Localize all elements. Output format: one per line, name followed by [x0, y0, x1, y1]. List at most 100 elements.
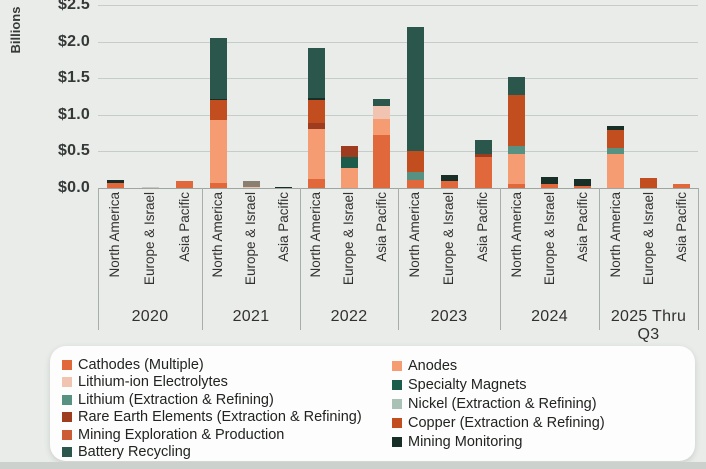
stacked-bar: [640, 177, 657, 188]
bar-segment: [307, 129, 325, 180]
stacked-bar: [508, 77, 525, 188]
legend-swatch: [62, 394, 72, 405]
bar-segment: [406, 171, 424, 180]
y-axis-tick: $0.5: [58, 142, 90, 160]
legend-item: Battery Recycling: [62, 444, 392, 462]
bar-segment: [508, 153, 525, 184]
bar-segment: [209, 182, 227, 188]
bar-segment: [307, 97, 325, 101]
legend-label: Mining Monitoring: [408, 433, 523, 450]
stacked-bar: [574, 178, 591, 188]
legend-swatch: [392, 436, 402, 447]
bar-segment: [607, 154, 624, 188]
bar-segment: [541, 183, 558, 188]
legend-item: Copper (Extraction & Refining): [392, 413, 695, 432]
bar-segment: [440, 180, 458, 188]
bar-segment: [373, 135, 391, 188]
group-separator: [599, 188, 600, 330]
bar-segment: [607, 130, 624, 149]
plot-area: [98, 5, 698, 189]
legend-swatch: [62, 377, 72, 388]
region-label: Asia Pacific: [475, 192, 490, 262]
legend-item: Mining Exploration & Production: [62, 426, 392, 444]
bar-segment: [373, 98, 391, 107]
bar-segment: [209, 119, 227, 183]
legend-swatch: [62, 359, 72, 370]
bar-segment: [176, 180, 194, 188]
year-label: 2023: [430, 308, 468, 325]
y-axis-title: Billions: [8, 6, 23, 54]
legend-item: Anodes: [392, 356, 695, 375]
bar-segment: [474, 140, 492, 154]
legend-label: Rare Earth Elements (Extraction & Refini…: [78, 409, 362, 426]
bar-segment: [106, 182, 124, 188]
year-label: 2024: [531, 308, 568, 325]
bar-segment: [508, 183, 525, 188]
region-label: Europe & Israel: [142, 192, 157, 286]
bar-segment: [673, 183, 690, 188]
region-label: Asia Pacific: [176, 192, 192, 262]
region-label: Europe & Israel: [243, 192, 258, 286]
year-label: 2020: [131, 308, 169, 325]
legend-item: Rare Earth Elements (Extraction & Refini…: [62, 409, 392, 427]
bar-segment: [275, 186, 293, 188]
bar-segment: [640, 177, 657, 188]
stacked-bar: [373, 98, 391, 188]
region-label: Asia Pacific: [373, 192, 389, 262]
bar-segment: [340, 145, 358, 158]
stacked-bar: [541, 177, 558, 188]
bar-segment: [307, 179, 325, 188]
legend-label: Cathodes (Multiple): [78, 356, 204, 373]
legend-item: Cathodes (Multiple): [62, 356, 392, 374]
stacked-bar: [340, 145, 358, 188]
bar-segment: [307, 100, 325, 123]
legend-label: Lithium-ion Electrolytes: [78, 374, 228, 391]
legend-label: Specialty Magnets: [408, 376, 527, 393]
bar-segment: [474, 157, 492, 188]
y-axis-tick: $2.0: [58, 32, 90, 50]
bar-segment: [574, 178, 591, 186]
bar-segment: [508, 146, 525, 154]
stacked-bar: [307, 48, 325, 188]
bar-segment: [242, 186, 260, 188]
region-label: Europe & Israel: [640, 192, 656, 286]
bar-segment: [406, 179, 424, 188]
legend-swatch: [62, 447, 72, 458]
y-axis-tick: $0.0: [58, 179, 90, 196]
bar-segment: [474, 153, 492, 158]
bar-segment: [340, 167, 358, 188]
year-label: 2025 Thru Q3: [610, 308, 687, 343]
region-label: Europe & Israel: [541, 192, 557, 286]
region-label: Asia Pacific: [275, 192, 291, 262]
bar-segment: [373, 106, 391, 120]
group-separator: [500, 188, 501, 330]
stacked-bar: [141, 186, 159, 188]
bar-segment: [307, 122, 325, 130]
legend-right-column: Anodes Specialty Magnets Nickel (Extractio…: [392, 356, 695, 461]
stacked-bar: [106, 179, 124, 188]
legend-label: Nickel (Extraction & Refining): [408, 395, 597, 412]
region-label: Europe & Israel: [341, 192, 356, 286]
legend-item: Mining Monitoring: [392, 432, 695, 451]
legend-swatch: [392, 417, 402, 428]
stacked-bar: [176, 180, 194, 188]
stacked-bar: [673, 183, 690, 188]
legend-label: Copper (Extraction & Refining): [408, 414, 605, 431]
group-separator: [398, 188, 399, 330]
region-label: North America: [407, 192, 422, 278]
region-label: North America: [508, 192, 524, 278]
bar-segment: [307, 48, 325, 98]
bar-segment: [406, 151, 424, 172]
region-label: Asia Pacific: [574, 192, 590, 262]
bar-segment: [209, 100, 227, 120]
legend-left-column: Cathodes (Multiple) Lithium-ion Electroly…: [62, 356, 392, 461]
gridline: [98, 151, 698, 153]
stacked-bar: [474, 140, 492, 188]
legend-swatch: [392, 360, 402, 371]
legend-label: Lithium (Extraction & Refining): [78, 391, 274, 408]
legend-item: Lithium (Extraction & Refining): [62, 391, 392, 409]
legend-label: Anodes: [408, 357, 458, 374]
gridline: [98, 78, 698, 80]
bar-segment: [508, 95, 525, 147]
